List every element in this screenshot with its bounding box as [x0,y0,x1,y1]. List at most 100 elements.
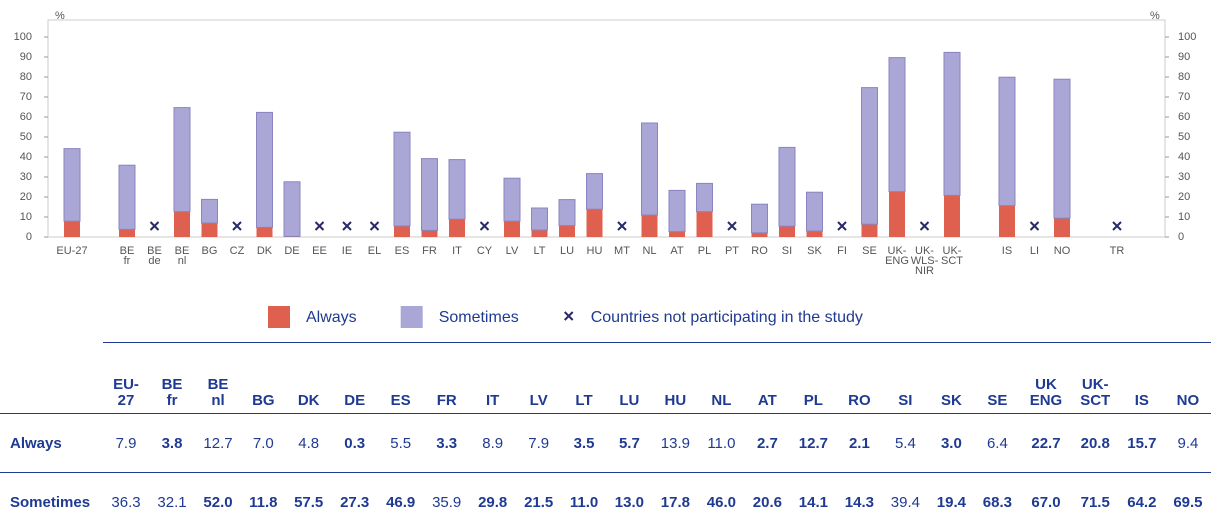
table-cell: 7.9 [516,414,562,473]
table-cell: 14.1 [790,473,836,531]
x-tick-label: BG [202,245,218,257]
x-tick-label: EE [312,245,327,257]
table-cell: 3.0 [928,414,974,473]
bar-segment [1054,79,1070,218]
table-cell: 22.7 [1020,414,1071,473]
table-cell: 67.0 [1020,473,1071,531]
x-tick-label: UK-WLS-NIR [911,245,939,277]
y-tick-label: 0 [26,231,32,243]
bar-segment [642,123,658,215]
bar-segment [422,159,438,231]
bar-segment [504,221,520,237]
cross-mark [921,222,929,230]
table-cell: 7.0 [241,414,286,473]
bar-segment [202,199,218,223]
bar-segment [697,183,713,211]
bar-segment [587,209,603,237]
bar-segment [752,233,768,237]
x-tick-label: FI [837,245,847,257]
not-participating-mark [618,222,626,230]
bar-segment [202,223,218,237]
table-cell: 46.9 [378,473,424,531]
column-header: SI [882,343,928,414]
x-tick-label: ES [395,245,410,257]
cross-mark [233,222,241,230]
table-cell: 5.5 [378,414,424,473]
not-participating-mark [316,222,324,230]
y-tick-label: 40 [20,151,32,163]
y-tick-label: 80 [20,71,32,83]
column-header: UK- SCT [1072,343,1119,414]
column-header: UK ENG [1020,343,1071,414]
y-tick-label: 90 [20,51,32,63]
table-cell: 69.5 [1165,473,1211,531]
y2-tick-label: 10 [1178,211,1190,223]
bar-segment [174,108,190,212]
table-cell: 15.7 [1119,414,1165,473]
y-tick-label: 30 [20,171,32,183]
x-tick-label: DK [257,245,273,257]
x-tick-label: EL [368,245,381,257]
bar-segment [422,230,438,237]
bar-segment [944,195,960,237]
table-cell: 39.4 [882,473,928,531]
cross-mark [316,222,324,230]
column-header: DK [286,343,332,414]
x-tick-label: UK-ENG [885,245,909,267]
x-tick-label: MT [614,245,630,257]
column-header: NL [698,343,744,414]
table-cell: 8.9 [470,414,516,473]
table-cell: 3.5 [562,414,607,473]
y-tick-label: 50 [20,131,32,143]
table-cell: 52.0 [195,473,241,531]
table-cell: 29.8 [470,473,516,531]
cross-mark [565,312,573,320]
table-cell: 9.4 [1165,414,1211,473]
bar-segment [559,226,575,237]
column-header: BG [241,343,286,414]
x-tick-label: LV [506,245,519,257]
bar-segment [257,227,273,237]
not-participating-mark [371,222,379,230]
table-cell: 19.4 [928,473,974,531]
table-cell: 7.9 [103,414,149,473]
y-tick-label: 60 [20,111,32,123]
bar-segment [394,132,410,226]
column-header: LU [606,343,652,414]
bar-segment [449,219,465,237]
x-tick-label: NL [642,245,656,257]
table-cell: 35.9 [424,473,470,531]
table-cell: 13.0 [606,473,652,531]
x-tick-label: SE [862,245,877,257]
table-cell: 12.7 [195,414,241,473]
table-cell: 14.3 [836,473,882,531]
x-tick-label: LI [1030,245,1039,257]
legend-label: Sometimes [439,309,519,326]
x-tick-label: CZ [230,245,245,257]
cross-mark [838,222,846,230]
table-cell: 5.7 [606,414,652,473]
row-label: Sometimes [0,473,103,531]
bar-segment [1054,218,1070,237]
cross-mark [343,222,351,230]
cross-mark [618,222,626,230]
x-tick-label: DE [284,245,299,257]
not-participating-mark [728,222,736,230]
y2-tick-label: 80 [1178,71,1190,83]
bar-segment [779,147,795,226]
bar-segment [284,182,300,237]
corner [0,343,103,414]
x-tick-label: NO [1054,245,1071,257]
bar-segment [999,77,1015,205]
y2-tick-label: 60 [1178,111,1190,123]
not-participating-mark [921,222,929,230]
cross-mark [151,222,159,230]
table-cell: 0.3 [332,414,378,473]
table-cell: 6.4 [974,414,1020,473]
y2-tick-label: 100 [1178,31,1196,43]
bar-segment [669,190,685,231]
table-cell: 71.5 [1072,473,1119,531]
table-cell: 57.5 [286,473,332,531]
bar-segment [559,200,575,226]
